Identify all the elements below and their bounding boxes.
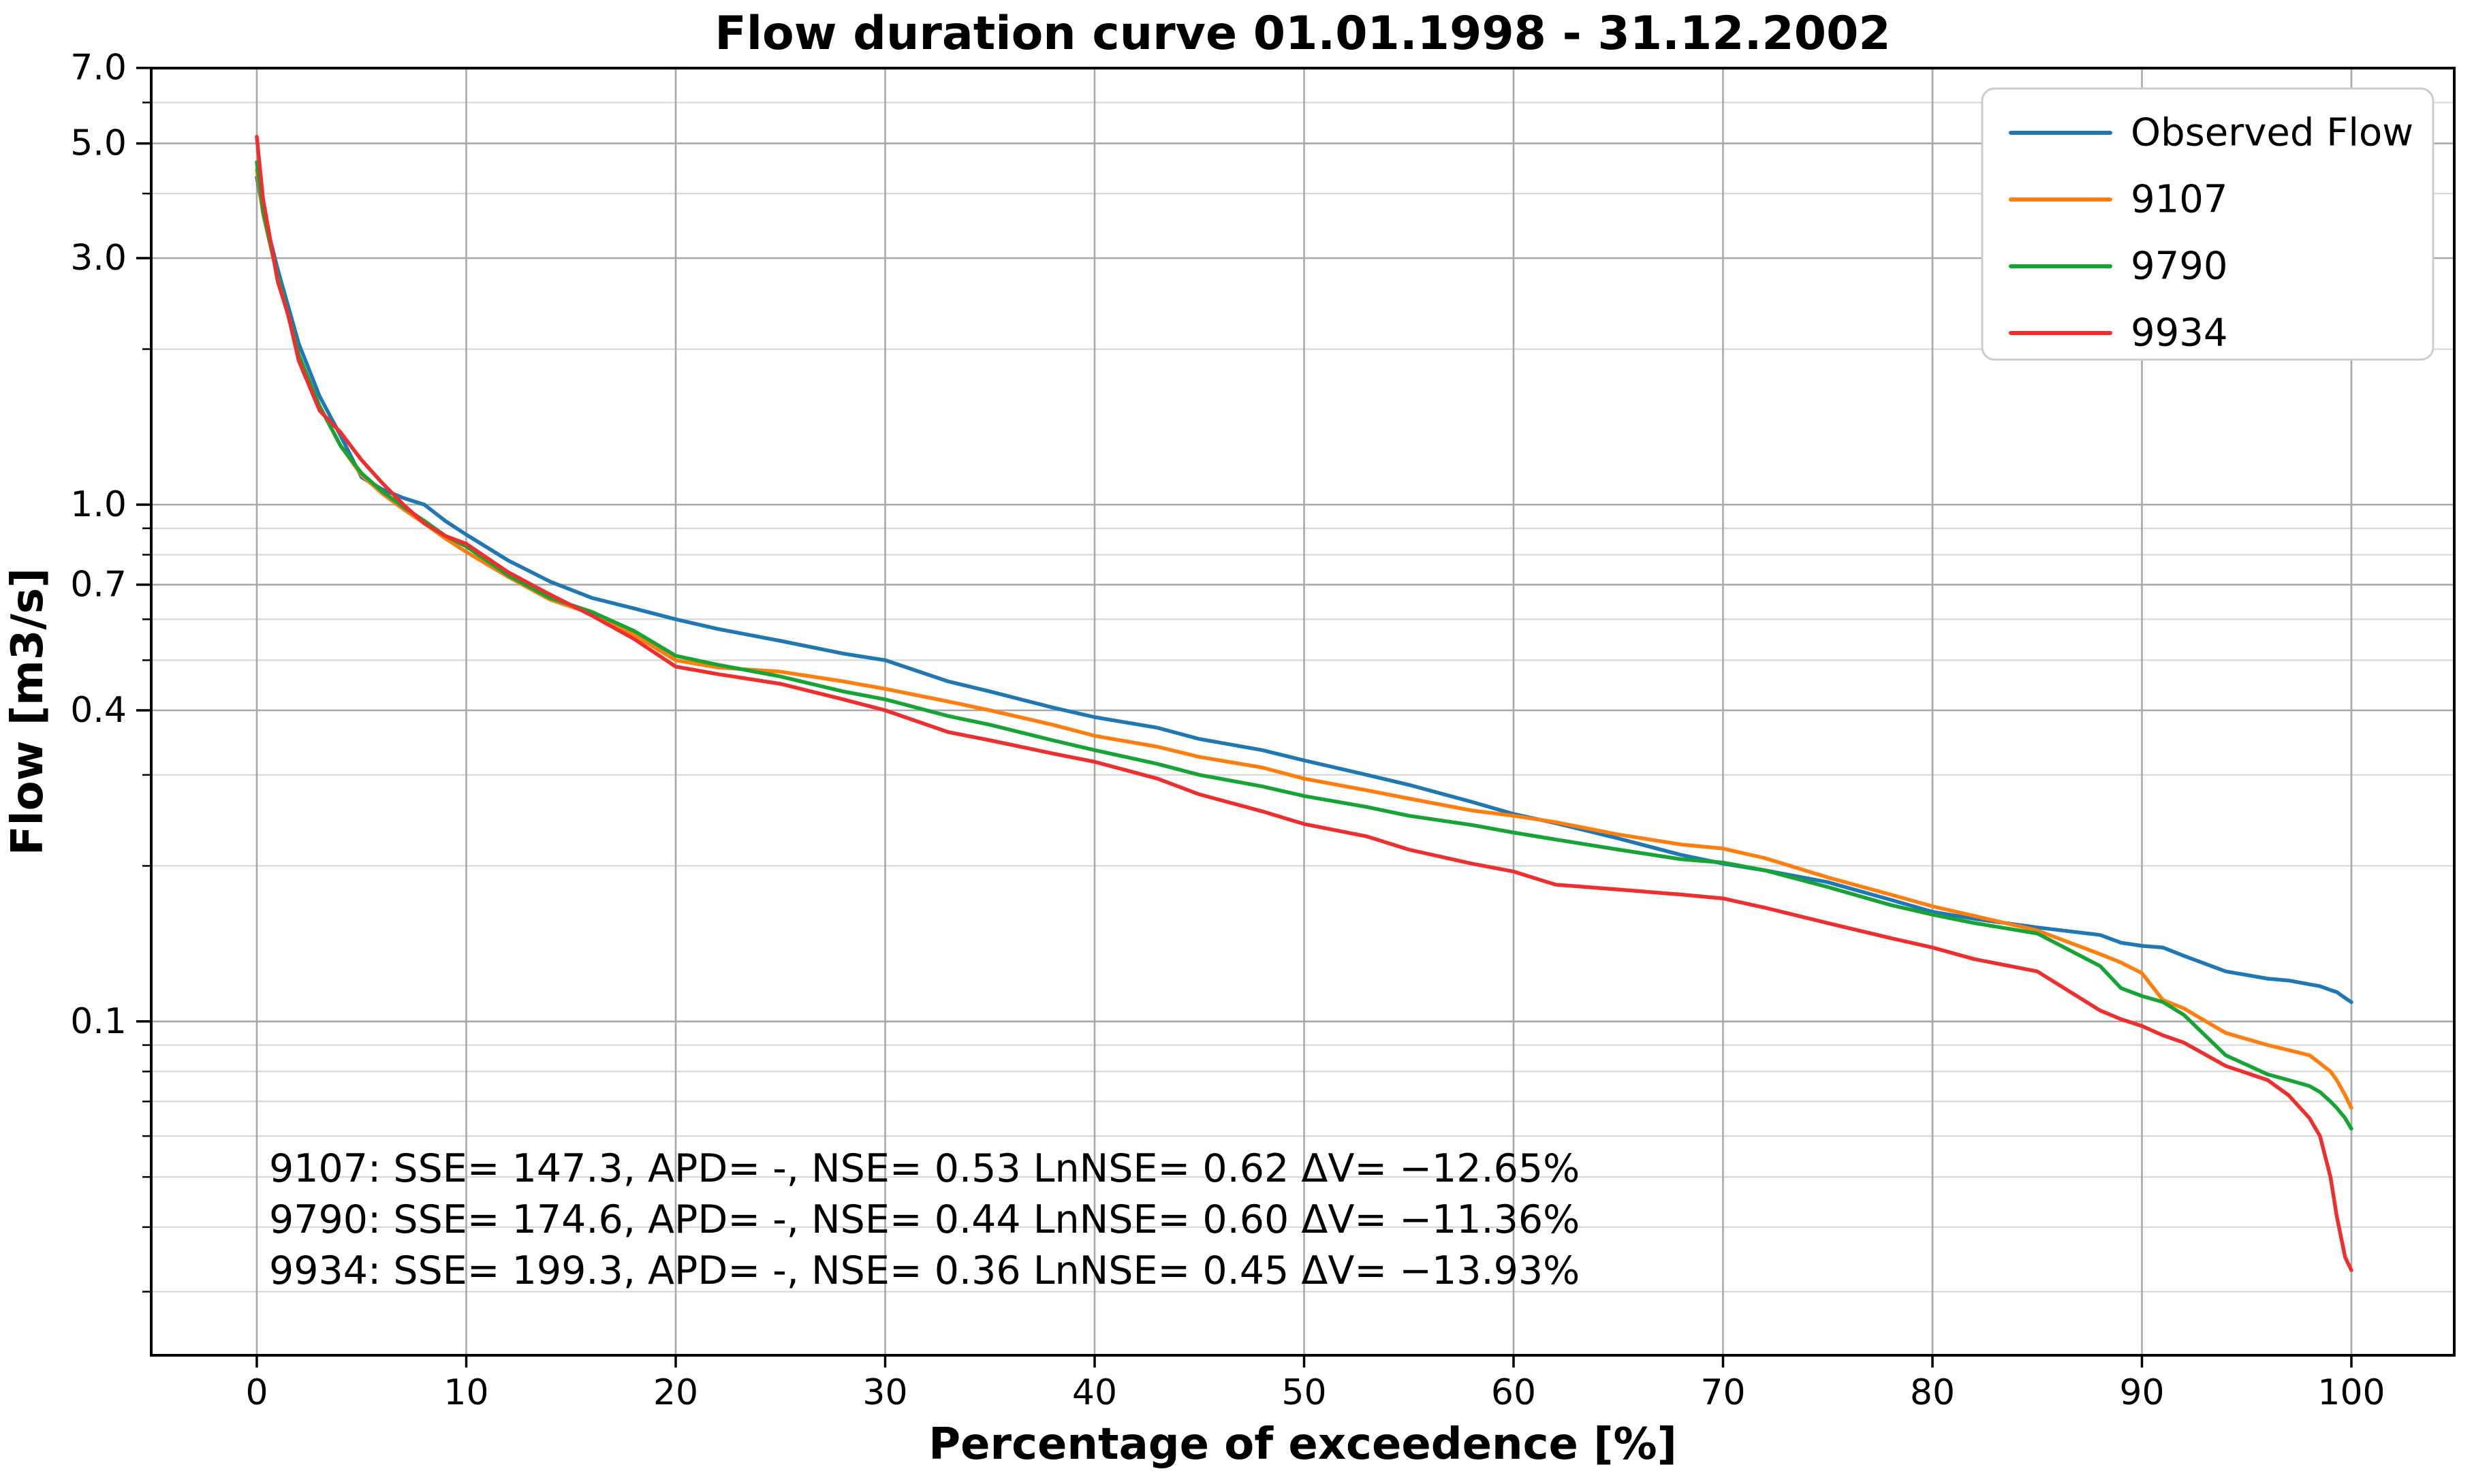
legend-label: Observed Flow xyxy=(2131,111,2413,155)
stats-annotation-line: 9790: SSE= 174.6, APD= -, NSE= 0.44 LnNS… xyxy=(269,1197,1580,1242)
x-tick-label: 40 xyxy=(1072,1372,1117,1413)
x-axis-label: Percentage of exceedence [%] xyxy=(928,1419,1677,1470)
y-axis-label: Flow [m3/s] xyxy=(3,568,53,855)
y-tick-label: 7.0 xyxy=(70,48,127,89)
stats-annotation-line: 9934: SSE= 199.3, APD= -, NSE= 0.36 LnNS… xyxy=(269,1248,1580,1293)
x-tick-label: 100 xyxy=(2317,1372,2385,1413)
x-tick-label: 70 xyxy=(1700,1372,1745,1413)
y-tick-label: 0.4 xyxy=(70,690,127,731)
chart-title: Flow duration curve 01.01.1998 - 31.12.2… xyxy=(715,7,1890,61)
y-tick-label: 5.0 xyxy=(70,123,127,164)
plot-border xyxy=(150,67,2456,1357)
legend-item: 9790 xyxy=(2009,244,2228,289)
x-tick-label: 60 xyxy=(1491,1372,1536,1413)
x-tick-label: 20 xyxy=(653,1372,698,1413)
legend-item: Observed Flow xyxy=(2009,111,2413,155)
legend-label: 9934 xyxy=(2131,311,2228,356)
y-tick-label: 3.0 xyxy=(70,238,127,279)
series-line-9934 xyxy=(255,135,2353,1272)
x-axis-ticks: 0 10 20 30 40 50 60 70 80 90 100 xyxy=(245,1355,2385,1413)
x-tick-label: 90 xyxy=(2119,1372,2164,1413)
stats-annotation: 9107: SSE= 147.3, APD= -, NSE= 0.53 LnNS… xyxy=(269,1146,1580,1293)
legend-box xyxy=(1981,87,2434,361)
y-tick-label: 0.1 xyxy=(70,1001,127,1042)
x-tick-label: 30 xyxy=(862,1372,907,1413)
y-tick-label: 1.0 xyxy=(70,484,127,525)
x-tick-label: 50 xyxy=(1281,1372,1326,1413)
legend: Observed Flow 9107 9790 9934 xyxy=(1981,87,2434,361)
legend-item: 9107 xyxy=(2009,178,2228,222)
legend-label: 9107 xyxy=(2131,178,2228,222)
y-axis-ticks: 7.0 5.0 3.0 1.0 0.7 0.4 0.1 xyxy=(70,48,151,1293)
x-tick-label: 10 xyxy=(443,1372,488,1413)
stats-annotation-line: 9107: SSE= 147.3, APD= -, NSE= 0.53 LnNS… xyxy=(269,1146,1580,1191)
x-tick-label: 80 xyxy=(1910,1372,1955,1413)
minor-gridlines xyxy=(151,101,2454,1293)
series-line-observed-flow xyxy=(255,175,2353,1005)
legend-label: 9790 xyxy=(2131,244,2228,289)
legend-item: 9934 xyxy=(2009,311,2228,356)
y-tick-label: 0.7 xyxy=(70,565,127,605)
x-tick-label: 0 xyxy=(245,1372,268,1413)
